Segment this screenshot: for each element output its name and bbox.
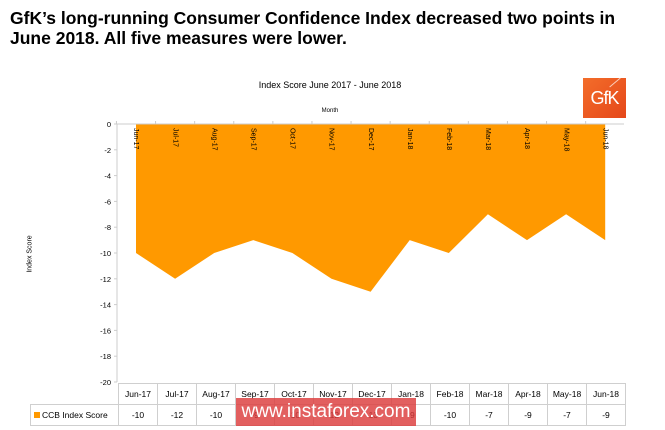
y-tick-label: -10 [100,249,111,258]
watermark: www.instaforex.com [236,398,416,426]
x-tick-label: Jan-18 [406,128,413,150]
x-axis-label: Month [321,108,339,114]
x-tick-label: Aug-17 [210,128,217,151]
y-tick-label: -20 [100,378,111,387]
legend-label: CCB Index Score [42,409,108,420]
x-tick-label: Sep-17 [249,128,256,151]
x-tick-label: Jul-17 [171,128,178,147]
table-value-cell: -12 [157,404,197,426]
x-tick-label: Nov-17 [328,128,335,151]
y-tick-label: 0 [107,120,111,129]
table-header-cell: Jul-17 [157,383,197,405]
y-tick-label: -2 [104,146,111,155]
x-tick-label: Feb-18 [445,128,452,150]
x-tick-label: Mar-18 [484,128,491,150]
legend-swatch [34,412,40,419]
table-header-cell: Jun-17 [118,383,158,405]
table-header-cell: Feb-18 [430,383,470,405]
headline: GfK’s long-running Consumer Confidence I… [10,8,616,48]
blank-cell [31,384,119,405]
gfk-logo: GfK [583,78,626,118]
y-tick-label: -16 [100,326,111,335]
table-header-cell: May-18 [547,383,587,405]
table-header-cell: Jun-18 [586,383,626,405]
x-tick-label: Jun-17 [132,128,139,150]
table-header-cell: Aug-17 [196,383,236,405]
table-value-cell: -9 [508,404,548,426]
x-tick-label: Oct-17 [289,128,296,149]
table-value-cell: -7 [547,404,587,426]
legend-entry: CCB Index Score [30,404,119,426]
table-header-cell: Mar-18 [469,383,509,405]
table-value-cell: -7 [469,404,509,426]
table-value-cell: -10 [196,404,236,426]
y-tick-label: -14 [100,301,111,310]
table-value-cell: -10 [430,404,470,426]
y-tick-label: -18 [100,352,111,361]
y-tick-label: -4 [104,172,111,181]
x-tick-label: Apr-18 [523,128,530,149]
table-value-cell: -10 [118,404,158,426]
y-tick-label: -8 [104,223,111,232]
table-value-cell: -9 [586,404,626,426]
area-series [136,124,606,292]
y-tick-label: -6 [104,197,111,206]
table-header-cell: Apr-18 [508,383,548,405]
y-tick-label: -12 [100,275,111,284]
x-tick-label: Dec-17 [367,128,374,151]
x-tick-label: May-18 [562,128,569,151]
chart-title: Index Score June 2017 - June 2018 [258,80,402,90]
x-tick-label: Jun-18 [601,128,608,150]
